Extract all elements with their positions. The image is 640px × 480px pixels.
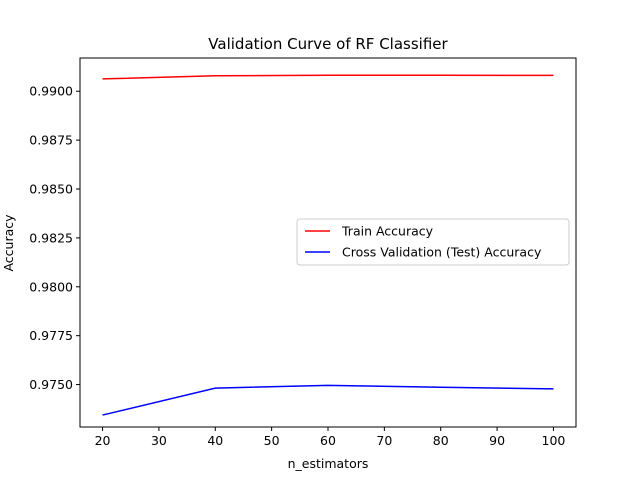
legend-entry-label: Train Accuracy bbox=[341, 224, 434, 239]
x-tick-label: 50 bbox=[264, 433, 280, 448]
y-tick-label: 0.9900 bbox=[29, 84, 73, 99]
legend: Train Accuracy Cross Validation (Test) Ac… bbox=[296, 218, 570, 266]
x-axis-label: n_estimators bbox=[288, 456, 369, 471]
x-tick-label: 80 bbox=[433, 433, 449, 448]
plot-area-frame bbox=[79, 57, 577, 428]
x-tick-label: 30 bbox=[151, 433, 167, 448]
y-tick-label: 0.9850 bbox=[29, 182, 73, 197]
legend-entry-label: Cross Validation (Test) Accuracy bbox=[342, 245, 542, 260]
y-axis-label: Accuracy bbox=[1, 214, 16, 272]
series-line-train-accuracy bbox=[102, 74, 554, 80]
x-tick-label: 20 bbox=[95, 433, 111, 448]
series-line-test-accuracy bbox=[102, 384, 554, 416]
y-tick-label: 0.9775 bbox=[29, 328, 73, 343]
y-tick-label: 0.9875 bbox=[29, 133, 73, 148]
x-tick-label: 100 bbox=[542, 433, 566, 448]
y-tick-label: 0.9800 bbox=[29, 279, 73, 294]
x-tick-label: 70 bbox=[376, 433, 392, 448]
x-tick-label: 40 bbox=[207, 433, 223, 448]
x-axis-ticks: 20 30 40 50 60 70 80 90 100 bbox=[95, 427, 566, 448]
legend-box bbox=[296, 218, 570, 266]
y-tick-label: 0.9750 bbox=[29, 377, 73, 392]
y-tick-label: 0.9825 bbox=[29, 230, 73, 245]
series-lines bbox=[102, 74, 554, 416]
x-tick-label: 90 bbox=[489, 433, 505, 448]
chart-title: Validation Curve of RF Classifier bbox=[208, 35, 448, 53]
y-axis-ticks: 0.9750 0.9775 0.9800 0.9825 0.9850 0.9875 0.99… bbox=[29, 84, 80, 392]
x-tick-label: 60 bbox=[320, 433, 336, 448]
